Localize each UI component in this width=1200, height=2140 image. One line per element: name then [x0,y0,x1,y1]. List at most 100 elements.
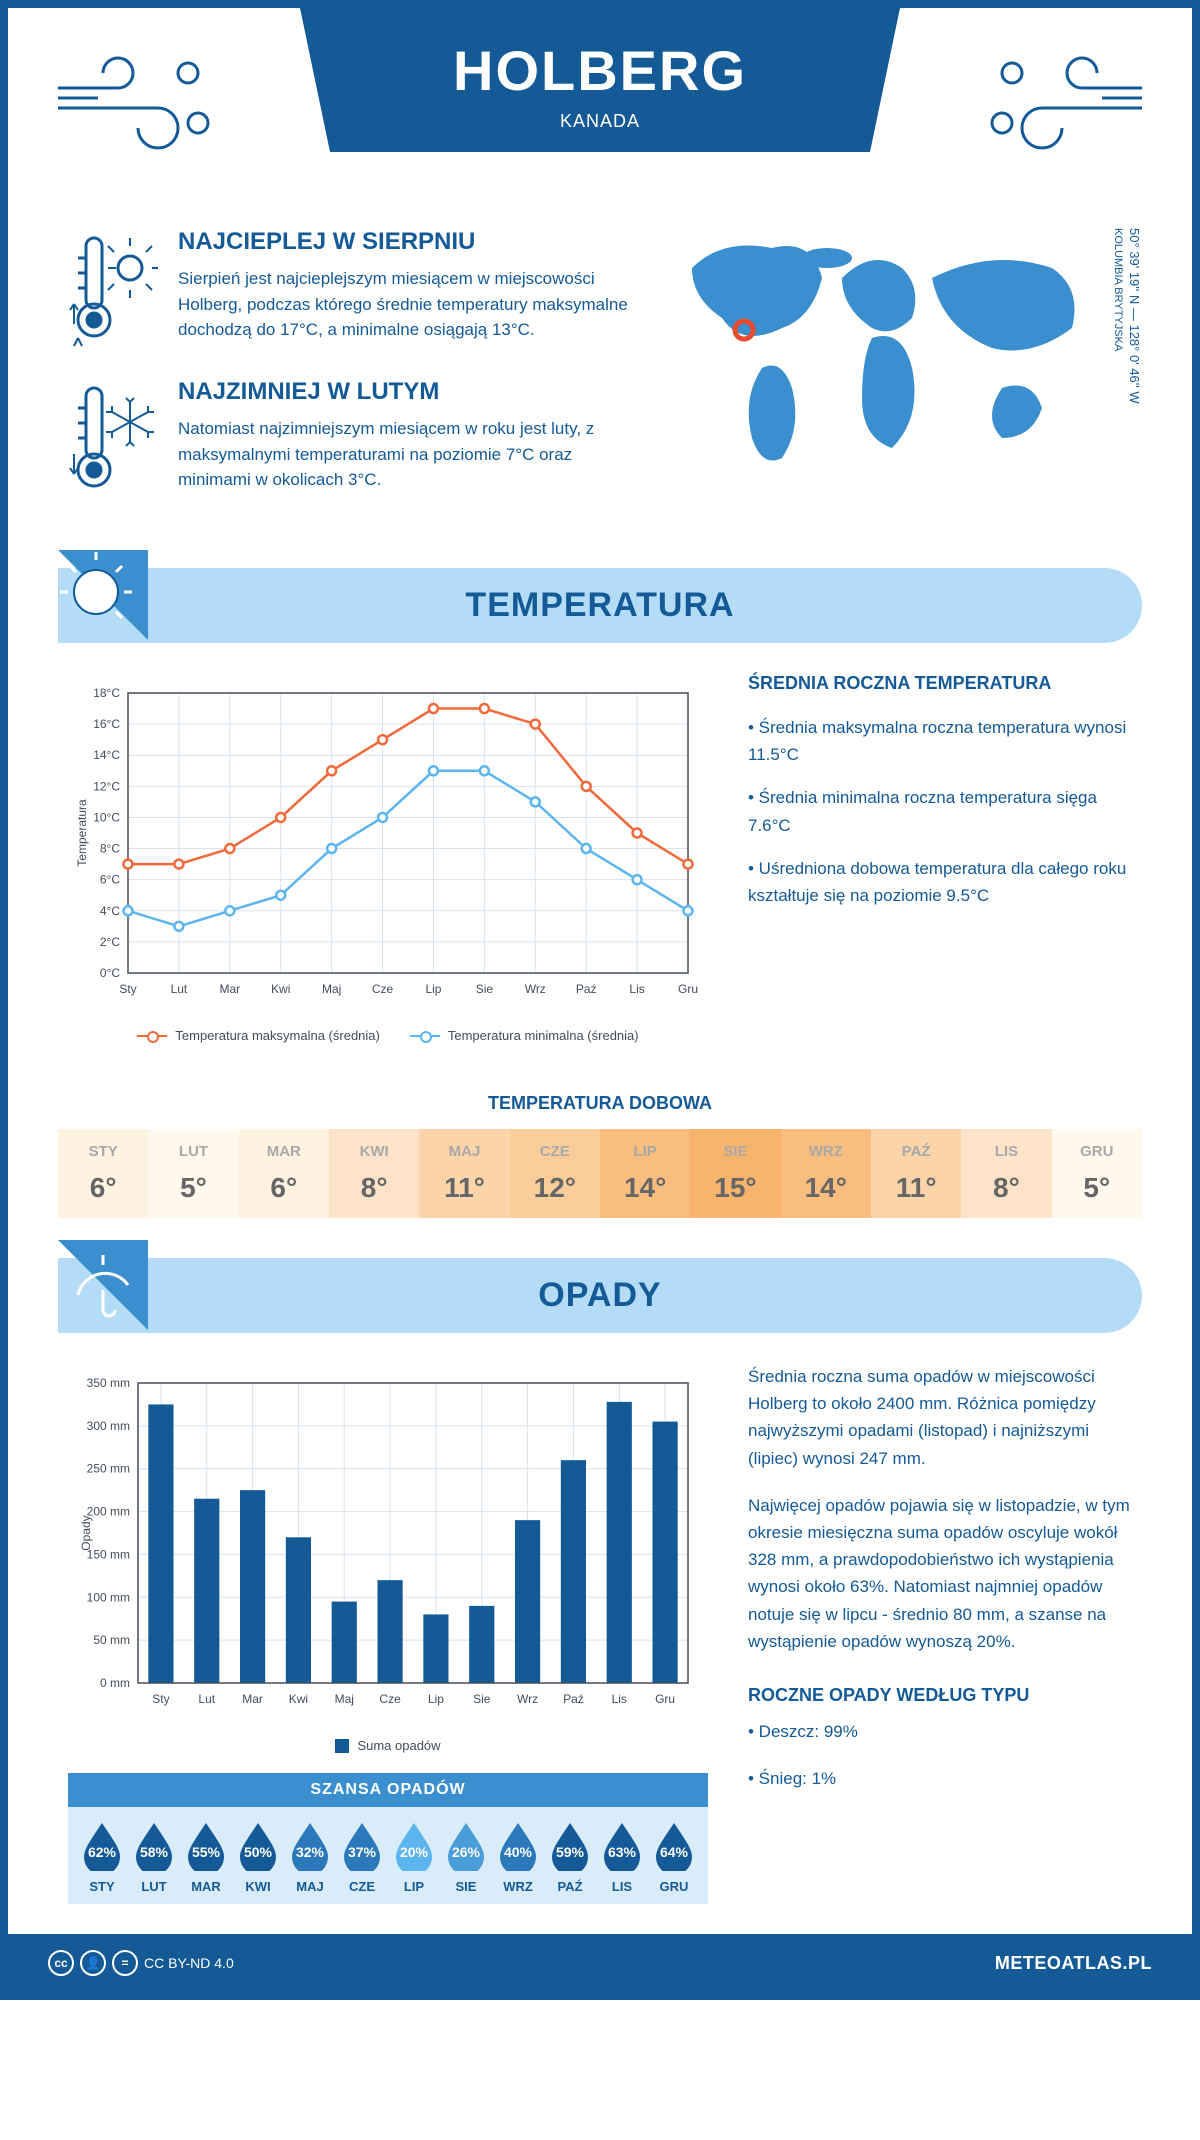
droplet-icon: 37% [341,1821,383,1871]
svg-text:Maj: Maj [322,982,341,996]
daily-temp-table: STY 6° LUT 5° MAR 6° KWI 8° MAJ 11° CZE … [58,1129,1142,1218]
coldest-body: Natomiast najzimniejszym miesiącem w rok… [178,416,632,493]
temp-cell: SIE 15° [690,1129,780,1218]
svg-text:Lip: Lip [428,1692,444,1706]
chance-cell: 37% CZE [336,1821,388,1894]
temp-cell: MAJ 11° [419,1129,509,1218]
warmest-title: NAJCIEPLEJ W SIERPNIU [178,228,632,256]
svg-text:100 mm: 100 mm [87,1590,130,1604]
page-subtitle: KANADA [300,111,900,132]
warmest-block: NAJCIEPLEJ W SIERPNIU Sierpień jest najc… [68,228,632,348]
droplet-icon: 20% [393,1821,435,1871]
chance-title: SZANSA OPADÓW [68,1773,708,1807]
daily-temp-title: TEMPERATURA DOBOWA [8,1093,1192,1114]
thermometer-sun-icon [68,228,158,348]
droplet-icon: 64% [653,1821,695,1871]
svg-text:6°C: 6°C [100,873,120,887]
droplet-icon: 59% [549,1821,591,1871]
chance-cell: 40% WRZ [492,1821,544,1894]
header: HOLBERG KANADA [8,8,1192,208]
precip-title: OPADY [538,1276,661,1314]
coords-latlon: 50° 39' 19'' N — 128° 0' 46'' W [1125,228,1142,404]
droplet-icon: 32% [289,1821,331,1871]
temp-legend: .legend-item:nth-child(1) .legend-line::… [68,1028,708,1043]
svg-text:Paź: Paź [563,1692,584,1706]
intro-section: NAJCIEPLEJ W SIERPNIU Sierpień jest najc… [8,208,1192,568]
footer: cc 👤 = CC BY-ND 4.0 METEOATLAS.PL [8,1934,1192,1992]
sun-icon [58,550,148,640]
chance-cell: 55% MAR [180,1821,232,1894]
precip-type-title: ROCZNE OPADY WEDŁUG TYPU [748,1685,1132,1706]
precip-type: • Śnieg: 1% [748,1765,1132,1792]
coords-region: KOLUMBIA BRYTYJSKA [1111,228,1125,404]
chance-cell: 58% LUT [128,1821,180,1894]
svg-text:Lis: Lis [629,982,644,996]
svg-text:Lut: Lut [198,1692,215,1706]
intro-left: NAJCIEPLEJ W SIERPNIU Sierpień jest najc… [68,228,632,528]
annual-temp-bullet: • Uśredniona dobowa temperatura dla całe… [748,855,1132,909]
chance-table: SZANSA OPADÓW 62% STY 58% LUT 55% MAR 50… [68,1773,708,1904]
warmest-body: Sierpień jest najcieplejszym miesiącem w… [178,266,632,343]
page-title: HOLBERG [300,38,900,103]
precip-type: • Deszcz: 99% [748,1718,1132,1745]
page: HOLBERG KANADA [0,0,1200,2000]
chance-cell: 26% SIE [440,1821,492,1894]
precip-chart: 0 mm50 mm100 mm150 mm200 mm250 mm300 mm3… [68,1363,708,1904]
svg-text:Wrz: Wrz [525,982,546,996]
coldest-title: NAJZIMNIEJ W LUTYM [178,378,632,406]
temp-cell: WRZ 14° [781,1129,871,1218]
chance-cell: 64% GRU [648,1821,700,1894]
legend-min: .legend-item:nth-child(2) .legend-line::… [410,1028,639,1043]
annual-temp-title: ŚREDNIA ROCZNA TEMPERATURA [748,673,1132,694]
svg-text:4°C: 4°C [100,904,120,918]
chance-cell: 62% STY [76,1821,128,1894]
svg-text:16°C: 16°C [93,717,120,731]
svg-text:Mar: Mar [242,1692,263,1706]
svg-text:Sty: Sty [152,1692,169,1706]
svg-text:Sie: Sie [476,982,494,996]
svg-text:Cze: Cze [372,982,394,996]
droplet-icon: 62% [81,1821,123,1871]
legend-precip: Suma opadów [335,1738,440,1753]
temp-cell: MAR 6° [239,1129,329,1218]
temp-row: 0°C2°C4°C6°C8°C10°C12°C14°C16°C18°CStyLu… [8,673,1192,1063]
svg-text:2°C: 2°C [100,935,120,949]
by-icon: 👤 [80,1950,106,1976]
svg-text:Cze: Cze [379,1692,401,1706]
annual-temp-bullet: • Średnia maksymalna roczna temperatura … [748,714,1132,768]
umbrella-icon [58,1240,148,1330]
intro-right: 50° 39' 19'' N — 128° 0' 46'' W KOLUMBIA… [672,228,1132,528]
svg-text:50 mm: 50 mm [93,1633,130,1647]
svg-text:0°C: 0°C [100,966,120,980]
svg-text:8°C: 8°C [100,842,120,856]
temp-cell: LIS 8° [961,1129,1051,1218]
svg-text:0 mm: 0 mm [100,1676,130,1690]
svg-text:Mar: Mar [219,982,240,996]
svg-text:Opady: Opady [79,1515,93,1550]
droplet-icon: 40% [497,1821,539,1871]
svg-text:300 mm: 300 mm [87,1419,130,1433]
title-banner: HOLBERG KANADA [300,8,900,152]
precip-section-header: OPADY [58,1258,1142,1333]
temp-cell: LIP 14° [600,1129,690,1218]
temp-cell: GRU 5° [1052,1129,1142,1218]
temp-cell: KWI 8° [329,1129,419,1218]
cc-icon: cc [48,1950,74,1976]
svg-text:Wrz: Wrz [517,1692,538,1706]
chance-cell: 50% KWI [232,1821,284,1894]
precip-side: Średnia roczna suma opadów w miejscowośc… [748,1363,1132,1904]
chance-cell: 59% PAŹ [544,1821,596,1894]
droplet-icon: 55% [185,1821,227,1871]
svg-text:Gru: Gru [678,982,698,996]
world-map [672,228,1092,488]
droplet-icon: 50% [237,1821,279,1871]
temp-title: TEMPERATURA [465,586,734,624]
precip-legend: Suma opadów [68,1738,708,1753]
temp-cell: CZE 12° [510,1129,600,1218]
brand: METEOATLAS.PL [995,1953,1152,1974]
droplet-icon: 63% [601,1821,643,1871]
thermometer-snow-icon [68,378,158,498]
svg-text:Kwi: Kwi [271,982,290,996]
coldest-text: NAJZIMNIEJ W LUTYM Natomiast najzimniejs… [178,378,632,498]
svg-text:200 mm: 200 mm [87,1505,130,1519]
